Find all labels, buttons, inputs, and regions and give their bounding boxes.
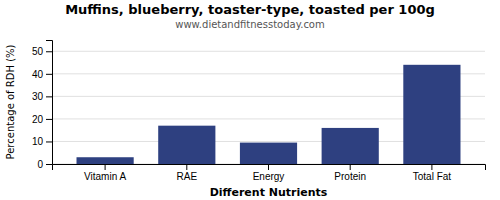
bar: [403, 65, 460, 164]
x-tick-label: Energy: [253, 171, 285, 182]
y-axis: 0 10 20 30 40 50: [32, 41, 53, 170]
x-tick-mark: [350, 164, 351, 170]
x-axis-line: [53, 165, 486, 171]
x-tick-mark: [186, 164, 187, 170]
chart-container: Muffins, blueberry, toaster-type, toaste…: [0, 0, 500, 200]
x-axis-title: Different Nutrients: [210, 186, 328, 199]
x-axis: Vitamin A RAE Energy Protein Total Fat: [53, 164, 486, 182]
y-tick: 0: [37, 159, 52, 170]
x-tick: RAE: [177, 164, 198, 182]
title: Muffins, blueberry, toaster-type, toaste…: [65, 2, 435, 17]
bars: [77, 65, 461, 164]
bar: [158, 126, 215, 164]
x-tick-label: RAE: [177, 171, 198, 182]
y-tick-mark: [46, 164, 52, 165]
y-tick-mark: [46, 74, 52, 75]
bar: [77, 157, 134, 164]
x-tick-label: Vitamin A: [84, 171, 126, 182]
x-tick-mark: [431, 164, 432, 170]
grid: [52, 51, 485, 164]
y-tick: 40: [32, 69, 52, 80]
x-tick-mark: [268, 164, 269, 170]
y-tick-label: 50: [32, 46, 44, 57]
y-tick-label: 40: [32, 69, 44, 80]
y-tick: 10: [32, 136, 52, 147]
bar: [240, 143, 297, 164]
y-tick-label: 0: [37, 159, 43, 170]
y-axis-title: Percentage of RDH (%): [5, 44, 16, 159]
x-tick-mark: [105, 164, 106, 170]
subtitle: www.dietandfitnesstoday.com: [175, 19, 324, 30]
bar: [322, 128, 379, 164]
y-tick-label: 30: [32, 91, 44, 102]
y-tick-mark: [46, 96, 52, 97]
x-tick: Vitamin A: [84, 164, 126, 182]
x-tick-label: Protein: [334, 171, 366, 182]
y-tick-label: 20: [32, 114, 44, 125]
y-tick-mark: [46, 51, 52, 52]
grid-line: [52, 51, 485, 52]
x-tick-label: Total Fat: [413, 171, 452, 182]
y-tick-mark: [46, 141, 52, 142]
x-tick: Total Fat: [413, 164, 452, 182]
y-tick-label: 10: [32, 136, 44, 147]
chart-svg: Muffins, blueberry, toaster-type, toaste…: [0, 0, 500, 200]
y-tick-mark: [46, 119, 52, 120]
y-tick: 50: [32, 46, 52, 57]
y-axis-line: [46, 41, 53, 165]
x-tick: Energy: [253, 164, 285, 182]
plot-area: Vitamin A RAE Energy Protein Total Fat 0 10 20 3…: [32, 41, 486, 183]
y-tick: 20: [32, 114, 52, 125]
y-tick: 30: [32, 91, 52, 102]
x-tick: Protein: [334, 164, 366, 182]
